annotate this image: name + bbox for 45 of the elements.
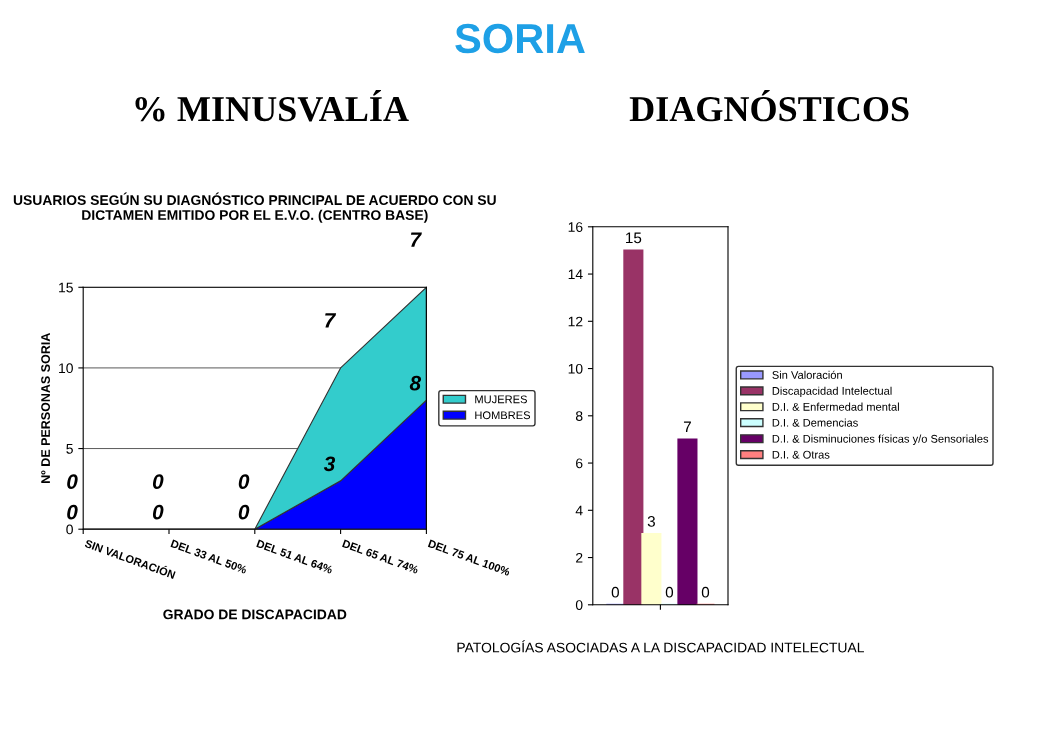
data-label: 0	[152, 504, 164, 520]
y-tick-label: 2	[576, 552, 583, 563]
y-axis-title: Nº DE PERSONAS SORIA	[41, 333, 50, 483]
data-label: 0	[238, 504, 250, 520]
data-label: 8	[409, 375, 422, 391]
data-label: 0	[238, 474, 250, 489]
legend-label: D.I. & Disminuciones físicas y/o Sensoriales	[772, 434, 989, 445]
x-tick-label: DEL 51 AL 64%	[256, 539, 334, 574]
y-tick-label: 6	[576, 458, 583, 469]
chart-subtitle: USUARIOS SEGÚN SU DIAGNÓSTICO PRINCIPAL DE ACUERDO CON SU DICTAMEN EMITIDO POR EL E.V.O. (CENTRO BASE)	[13, 192, 496, 223]
data-label: 0	[665, 586, 674, 598]
y-tick-label: 10	[59, 363, 73, 374]
chart-title: % MINUSVALÍA	[135, 90, 409, 122]
y-tick-label: 16	[568, 222, 583, 232]
legend-label: HOMBRES	[475, 411, 531, 420]
y-tick-label: 14	[568, 269, 583, 280]
data-label: 7	[683, 421, 691, 433]
data-label: 3	[323, 456, 336, 472]
y-tick-label: 5	[66, 444, 73, 454]
x-axis-title: PATOLOGÍAS ASOCIADAS A LA DISCAPACIDAD INTELECTUAL	[457, 640, 864, 653]
data-label: 15	[626, 232, 642, 244]
y-tick-label: 15	[59, 282, 73, 293]
y-tick-label: 10	[568, 363, 583, 374]
y-tick-label: 12	[568, 316, 583, 327]
data-label: 3	[647, 515, 655, 527]
x-axis-title: GRADO DE DISCAPACIDAD	[163, 609, 347, 620]
y-tick-label: 8	[575, 411, 583, 421]
data-label: 7	[410, 232, 422, 247]
legend-label: D.I. & Enfermedad mental	[772, 402, 899, 411]
data-label: 7	[325, 313, 337, 328]
legend-label: Discapacidad Intelectual	[772, 386, 892, 398]
x-tick-label: DEL 65 AL 74%	[342, 539, 420, 574]
y-tick-label: 4	[575, 505, 583, 516]
y-tick-label: 0	[575, 600, 583, 610]
data-label: 0	[152, 474, 164, 489]
data-label: 0	[701, 586, 710, 598]
legend-label: MUJERES	[475, 395, 527, 404]
data-label: 0	[611, 586, 619, 598]
chart-title: DIAGNÓSTICOS	[629, 90, 909, 122]
legend-label: D.I. & Demencias	[772, 418, 858, 427]
x-tick-label: DEL 75 AL 100%	[427, 539, 511, 576]
y-tick-label: 0	[66, 524, 73, 535]
text: SORIA	[455, 23, 585, 54]
legend-label: D.I. & Otras	[772, 450, 830, 459]
legend-label: Sin Valoración	[772, 370, 842, 379]
